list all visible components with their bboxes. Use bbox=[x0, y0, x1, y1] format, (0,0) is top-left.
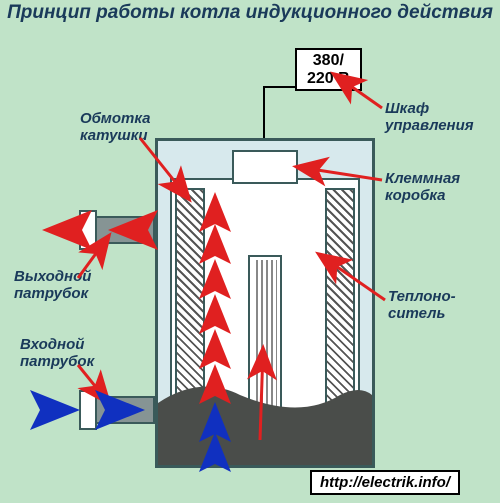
heat-exchanger bbox=[248, 255, 282, 420]
label-junction: Клеммная коробка bbox=[385, 170, 495, 205]
coil-left bbox=[175, 188, 205, 413]
heat-exchanger-stripes bbox=[253, 260, 277, 415]
label-coil: Обмотка катушки bbox=[80, 110, 170, 145]
voltage-wire-v bbox=[263, 86, 265, 138]
outlet-plate bbox=[79, 210, 97, 250]
label-coolant: Теплоно- ситель bbox=[388, 288, 488, 323]
label-inlet: Входной патрубок bbox=[20, 336, 130, 371]
voltage-text: 380/ 220 В bbox=[307, 52, 350, 87]
label-control: Шкаф управления bbox=[385, 100, 495, 135]
outlet-pipe bbox=[95, 216, 155, 244]
voltage-box: 380/ 220 В bbox=[295, 48, 362, 91]
label-outlet: Выходной патрубок bbox=[14, 268, 144, 303]
diagram-title: Принцип работы котла индукционного дейст… bbox=[0, 2, 500, 25]
url-box: http://electrik.info/ bbox=[310, 470, 460, 495]
junction-box bbox=[232, 150, 298, 184]
label-exchanger: Теплообменник bbox=[185, 442, 302, 459]
inlet-pipe bbox=[95, 396, 155, 424]
coil-right bbox=[325, 188, 355, 413]
inlet-plate bbox=[79, 390, 97, 430]
